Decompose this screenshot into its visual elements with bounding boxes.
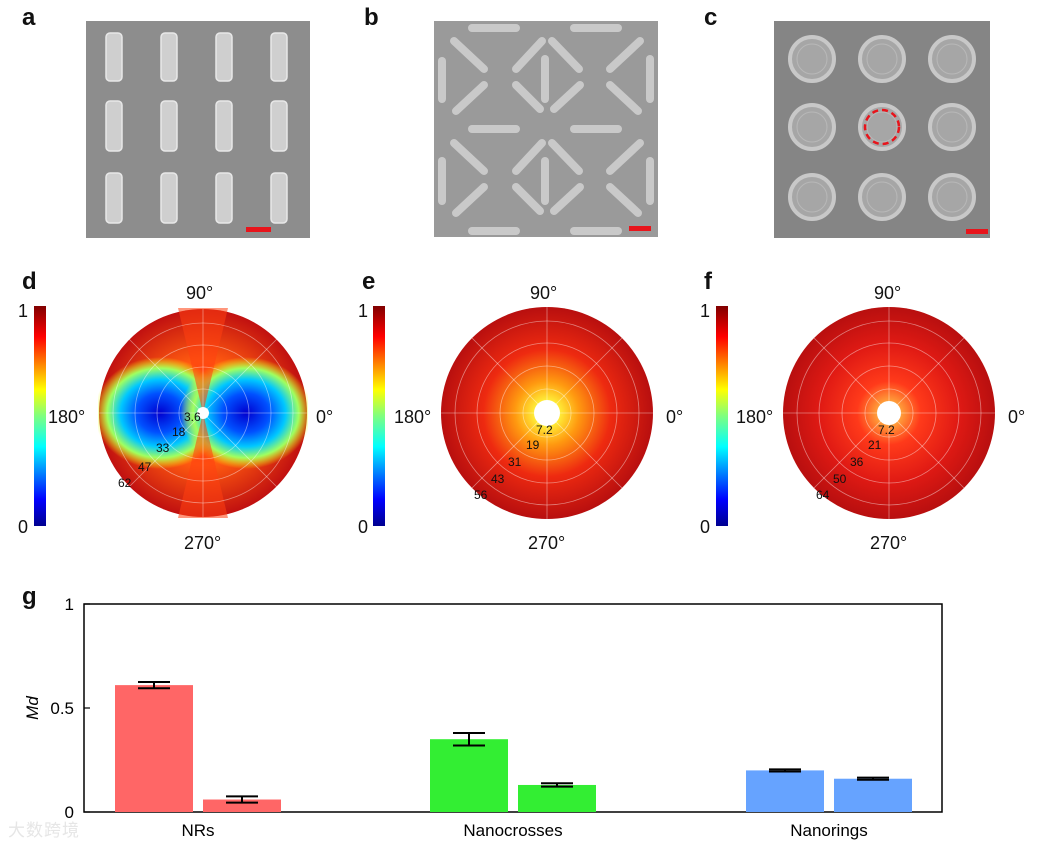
- colorbar-max: 1: [18, 301, 29, 321]
- nanoring-array: [788, 35, 976, 221]
- angle-180: 180°: [394, 407, 432, 427]
- radius-label: 31: [508, 455, 522, 469]
- radius-label: 33: [156, 441, 170, 455]
- colorbar: [34, 306, 46, 526]
- bar-nanocrosses-1: [430, 739, 508, 812]
- polar-plot-nanocrosses: 1 0 90° 180° 0° 270° 7.2 19 31 43 56: [340, 280, 690, 560]
- radius-label: 19: [526, 438, 540, 452]
- watermark: 大数跨境: [8, 821, 80, 840]
- category-label: Nanorings: [790, 821, 868, 840]
- bar-nrs-1: [115, 685, 193, 812]
- angle-90: 90°: [874, 283, 902, 303]
- polar-disk: [98, 308, 308, 518]
- bar-nanorings-2: [834, 778, 912, 812]
- radius-label: 47: [138, 460, 152, 474]
- radius-label: 7.2: [536, 423, 553, 437]
- colorbar: [716, 306, 728, 526]
- category-label: NRs: [181, 821, 214, 840]
- panel-label-c: c: [704, 4, 718, 31]
- angle-180: 180°: [736, 407, 774, 427]
- y-tick-label: 0: [65, 803, 74, 822]
- angle-270: 270°: [184, 533, 222, 553]
- polar-plot-nanorods: 1 0 90° 180° 0° 270° 3.6 18 33 47 62: [0, 280, 340, 560]
- panel-label-a: a: [22, 4, 36, 31]
- radius-label: 3.6: [184, 410, 201, 424]
- bar-nanocrosses-2: [518, 784, 596, 812]
- angle-0: 0°: [316, 407, 334, 427]
- angle-90: 90°: [186, 283, 214, 303]
- category-label: Nanocrosses: [463, 821, 562, 840]
- colorbar-min: 0: [700, 517, 711, 537]
- polar-disk: [783, 307, 995, 519]
- radius-label: 56: [474, 488, 488, 502]
- colorbar-min: 0: [18, 517, 29, 537]
- radius-label: 62: [118, 476, 132, 490]
- angle-90: 90°: [530, 283, 558, 303]
- radius-label: 43: [491, 472, 505, 486]
- angle-180: 180°: [48, 407, 86, 427]
- nanocross-array: [438, 24, 654, 235]
- panel-label-g: g: [22, 583, 37, 610]
- radius-label: 18: [172, 425, 186, 439]
- colorbar-min: 0: [358, 517, 369, 537]
- scale-bar: [246, 227, 271, 232]
- bar-nrs-2: [203, 799, 281, 812]
- panel-label-f: f: [704, 268, 712, 295]
- scale-bar: [966, 229, 988, 234]
- nanorod-array: [105, 32, 288, 224]
- radius-label: 50: [833, 472, 847, 486]
- panel-label-d: d: [22, 268, 37, 295]
- sem-image-nanocrosses: [434, 21, 658, 237]
- panel-label-e: e: [362, 268, 376, 295]
- polar-plot-nanorings: 1 0 90° 180° 0° 270° 7.2 21 36 50 64: [690, 280, 1040, 560]
- radius-label: 7.2: [878, 423, 895, 437]
- angle-270: 270°: [528, 533, 566, 553]
- colorbar-max: 1: [358, 301, 369, 321]
- sem-image-nanorings: [774, 21, 990, 238]
- angle-270: 270°: [870, 533, 908, 553]
- radius-label: 21: [868, 438, 882, 452]
- panel-label-b: b: [364, 4, 379, 31]
- highlight-ring: [863, 108, 901, 146]
- colorbar-max: 1: [700, 301, 711, 321]
- y-tick-label: 0.5: [50, 699, 74, 718]
- colorbar: [373, 306, 385, 526]
- bar-nanorings-1: [746, 770, 824, 812]
- radius-label: 64: [816, 488, 830, 502]
- y-axis-label: Md: [23, 696, 42, 720]
- sem-image-nanorods: [86, 21, 310, 238]
- scale-bar: [629, 226, 651, 231]
- radius-label: 36: [850, 455, 864, 469]
- y-tick-label: 1: [65, 595, 74, 614]
- angle-0: 0°: [666, 407, 684, 427]
- polar-disk: [441, 307, 653, 519]
- angle-0: 0°: [1008, 407, 1026, 427]
